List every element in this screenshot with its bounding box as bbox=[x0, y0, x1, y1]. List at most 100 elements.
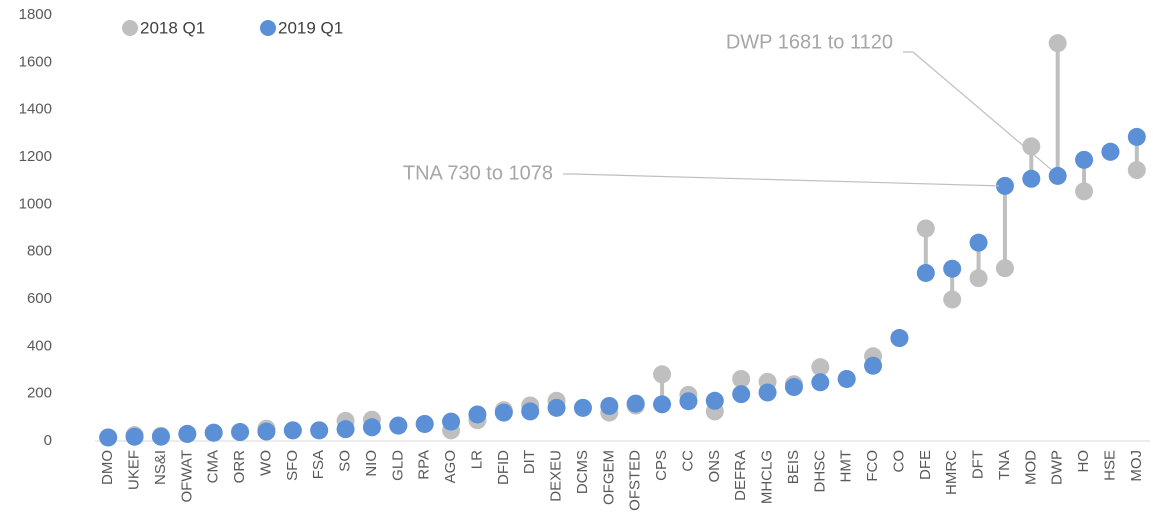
dot bbox=[468, 405, 487, 424]
x-tick-label: SO bbox=[337, 450, 354, 472]
dot bbox=[679, 392, 698, 411]
x-tick-label: CC bbox=[679, 450, 696, 472]
legend-label: 2019 Q1 bbox=[278, 18, 343, 37]
x-tick-label: AGO bbox=[442, 450, 459, 483]
y-tick-label: 200 bbox=[27, 385, 52, 402]
x-tick-label: NIO bbox=[363, 450, 380, 477]
x-tick-label: GLD bbox=[389, 450, 406, 481]
dot bbox=[969, 233, 988, 252]
dot bbox=[732, 385, 751, 404]
x-tick-label: LR bbox=[468, 450, 485, 469]
x-tick-label: DFT bbox=[970, 450, 987, 479]
x-tick-label: MOD bbox=[1022, 450, 1039, 485]
dot bbox=[310, 421, 329, 440]
dot bbox=[415, 414, 434, 433]
dot bbox=[1127, 161, 1146, 180]
dot bbox=[442, 412, 461, 431]
dot bbox=[521, 402, 540, 421]
x-tick-label: MHCLG bbox=[759, 450, 776, 504]
x-tick-label: OFSTED bbox=[627, 450, 644, 511]
x-tick-label: ORR bbox=[231, 450, 248, 484]
x-tick-label: UKEF bbox=[126, 450, 143, 490]
x-tick-label: DMO bbox=[99, 450, 116, 485]
dot bbox=[389, 416, 408, 435]
dot bbox=[1022, 169, 1041, 188]
dot bbox=[362, 418, 381, 437]
dot bbox=[99, 428, 118, 447]
annotation: DWP 1681 to 1120 bbox=[726, 31, 893, 53]
dot bbox=[916, 219, 935, 238]
dot bbox=[916, 263, 935, 282]
dot bbox=[336, 420, 355, 439]
x-tick-label: DIT bbox=[521, 450, 538, 474]
dot bbox=[231, 423, 250, 442]
x-tick-label: DFE bbox=[917, 450, 934, 480]
dot bbox=[1048, 34, 1067, 53]
dot bbox=[705, 391, 724, 410]
dot bbox=[1127, 127, 1146, 146]
dot bbox=[811, 373, 830, 392]
y-tick-label: 0 bbox=[44, 432, 52, 449]
legend-marker bbox=[122, 20, 138, 36]
legend-label: 2018 Q1 bbox=[140, 18, 205, 37]
x-tick-label: HMT bbox=[838, 450, 855, 483]
dot bbox=[1101, 142, 1120, 161]
x-tick-label: CO bbox=[890, 450, 907, 473]
dot bbox=[837, 369, 856, 388]
y-tick-label: 1800 bbox=[19, 6, 52, 23]
x-tick-label: WO bbox=[257, 450, 274, 476]
dot bbox=[1022, 137, 1041, 156]
dot bbox=[573, 398, 592, 417]
x-tick-label: SFO bbox=[284, 450, 301, 481]
dot bbox=[494, 403, 513, 422]
y-tick-label: 400 bbox=[27, 337, 52, 354]
x-tick-label: HMRC bbox=[943, 450, 960, 495]
x-tick-label: RPA bbox=[416, 450, 433, 480]
x-tick-label: DWP bbox=[1049, 450, 1066, 485]
x-tick-label: FSA bbox=[310, 450, 327, 479]
x-tick-label: CPS bbox=[653, 450, 670, 481]
x-tick-label: DEXEU bbox=[548, 450, 565, 502]
x-tick-label: DCMS bbox=[574, 450, 591, 494]
dot bbox=[151, 427, 170, 446]
leader-line bbox=[563, 173, 999, 187]
x-tick-label: ONS bbox=[706, 450, 723, 483]
leader-line bbox=[903, 51, 1053, 171]
x-tick-label: FCO bbox=[864, 450, 881, 482]
dot bbox=[943, 259, 962, 278]
dot bbox=[995, 176, 1014, 195]
dot bbox=[943, 290, 962, 309]
annotation: TNA 730 to 1078 bbox=[403, 162, 553, 184]
dot bbox=[547, 398, 566, 417]
dot bbox=[653, 365, 672, 384]
x-tick-label: DEFRA bbox=[732, 450, 749, 501]
dot bbox=[257, 422, 276, 441]
x-tick-label: HSE bbox=[1101, 450, 1118, 481]
x-tick-label: NS&I bbox=[152, 450, 169, 485]
dot bbox=[1048, 166, 1067, 185]
x-tick-label: MOJ bbox=[1128, 450, 1145, 482]
dot bbox=[969, 269, 988, 288]
x-tick-label: TNA bbox=[996, 450, 1013, 480]
y-tick-label: 1600 bbox=[19, 53, 52, 70]
dot bbox=[204, 423, 223, 442]
dot bbox=[732, 369, 751, 388]
dot bbox=[1075, 182, 1094, 201]
dot bbox=[864, 356, 883, 375]
y-tick-label: 800 bbox=[27, 243, 52, 260]
dot bbox=[784, 378, 803, 397]
x-tick-label: CMA bbox=[205, 450, 222, 483]
y-tick-label: 600 bbox=[27, 290, 52, 307]
dot bbox=[178, 424, 197, 443]
x-tick-label: BEIS bbox=[785, 450, 802, 484]
x-tick-label: DFID bbox=[495, 450, 512, 485]
dot bbox=[600, 396, 619, 415]
legend-marker bbox=[260, 20, 276, 36]
dot bbox=[653, 395, 672, 414]
x-tick-label: OFGEM bbox=[600, 450, 617, 505]
dot bbox=[890, 329, 909, 348]
dot bbox=[283, 421, 302, 440]
x-tick-label: DHSC bbox=[811, 450, 828, 493]
dot bbox=[1075, 150, 1094, 169]
